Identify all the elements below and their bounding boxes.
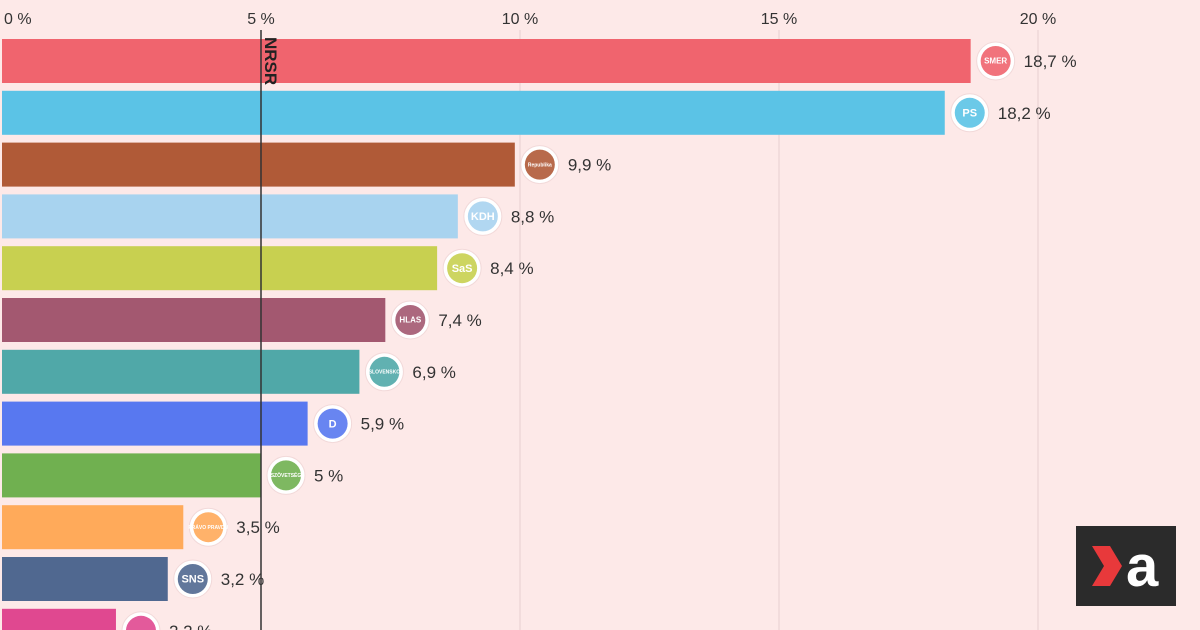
party-logo-text: SZÖVETSÉG: [271, 471, 302, 479]
bar: [2, 608, 116, 630]
value-label: 5 %: [314, 466, 343, 485]
bar-row: SMER 18,7 %: [2, 39, 1077, 83]
value-label: 8,4 %: [490, 259, 533, 278]
party-logo-text: KDH: [471, 211, 495, 223]
bar-row: PRÁVO PRAVDU 3,5 %: [2, 505, 280, 550]
bar: [2, 246, 438, 291]
bar-row: SLOVENSKO 6,9 %: [2, 349, 456, 394]
bars: SMER 18,7 % PS 18,2 % Republika 9,9 % KDH 8,8 %…: [2, 39, 1077, 630]
bar-row: D 5,9 %: [2, 401, 404, 446]
bar-row: PS 18,2 %: [2, 90, 1051, 135]
party-logo-text: SaS: [452, 263, 473, 275]
x-tick-label: 20 %: [1020, 11, 1056, 28]
bar: [2, 39, 971, 83]
party-logo-text: D: [329, 418, 337, 430]
bar-row: SNS 3,2 %: [2, 557, 264, 601]
smer-rose-icon: SMER: [976, 41, 1016, 81]
sns-logo-icon: SNS: [173, 559, 213, 599]
brand-letter: a: [1126, 534, 1159, 599]
threshold-line: NRSR: [260, 30, 280, 630]
bar-row: Republika 9,9 %: [2, 142, 611, 187]
aktuality-logo-icon: a: [1076, 526, 1176, 606]
bar: [2, 194, 458, 239]
party-logo-text: SLOVENSKO: [369, 369, 401, 375]
republika-logo-icon: Republika: [520, 145, 560, 185]
value-label: 6,9 %: [412, 363, 455, 382]
party-logo-text: HLAS: [399, 316, 421, 325]
value-label: 3,5 %: [236, 518, 279, 537]
brand-chevron-icon: [1092, 546, 1122, 586]
value-label: 5,9 %: [361, 415, 404, 434]
other-logo-icon: [121, 611, 161, 630]
bar-row: SZÖVETSÉG 5 %: [2, 453, 343, 498]
value-label: 7,4 %: [438, 311, 481, 330]
pravo-logo-icon: PRÁVO PRAVDU: [188, 507, 229, 547]
bar-row: SaS 8,4 %: [2, 246, 534, 291]
x-tick-label: 15 %: [761, 11, 797, 28]
value-label: 9,9 %: [568, 156, 611, 175]
bar: [2, 298, 386, 342]
value-label: 8,8 %: [511, 207, 554, 226]
value-label: 18,7 %: [1024, 52, 1077, 71]
ps-logo-icon: PS: [950, 93, 990, 133]
bar: [2, 401, 308, 446]
party-logo-text: SNS: [181, 574, 204, 586]
threshold-label: NRSR: [261, 37, 280, 85]
bar: [2, 90, 945, 135]
party-logo-text: Republika: [528, 162, 552, 168]
bar: [2, 505, 184, 550]
bar-row: HLAS 7,4 %: [2, 298, 482, 342]
kdh-logo-icon: KDH: [463, 196, 503, 236]
hnutie-slovensko-logo-icon: SLOVENSKO: [364, 352, 404, 392]
x-tick-label: 10 %: [502, 11, 538, 28]
szovetseg-logo-icon: SZÖVETSÉG: [266, 455, 306, 495]
party-logo-text: PRÁVO PRAVDU: [188, 524, 228, 531]
x-tick-label: 0 %: [4, 11, 32, 28]
bar: [2, 142, 515, 187]
bar: [2, 453, 261, 498]
value-label: 2,2 %: [169, 622, 212, 630]
value-label: 18,2 %: [998, 104, 1051, 123]
x-axis-ticks: 0 % 5 % 10 % 15 % 20 %: [4, 11, 1056, 28]
x-tick-label: 5 %: [247, 11, 275, 28]
bar-row: 2,2 %: [2, 608, 212, 630]
bar-row: KDH 8,8 %: [2, 194, 554, 239]
bar: [2, 349, 360, 394]
demokrati-logo-icon: D: [313, 404, 353, 444]
bar: [2, 557, 168, 601]
value-label: 3,2 %: [221, 570, 264, 589]
sas-logo-icon: SaS: [442, 248, 482, 288]
party-logo-text: SMER: [984, 57, 1007, 66]
hlas-logo-icon: HLAS: [390, 300, 430, 340]
party-logo-text: PS: [962, 107, 977, 119]
